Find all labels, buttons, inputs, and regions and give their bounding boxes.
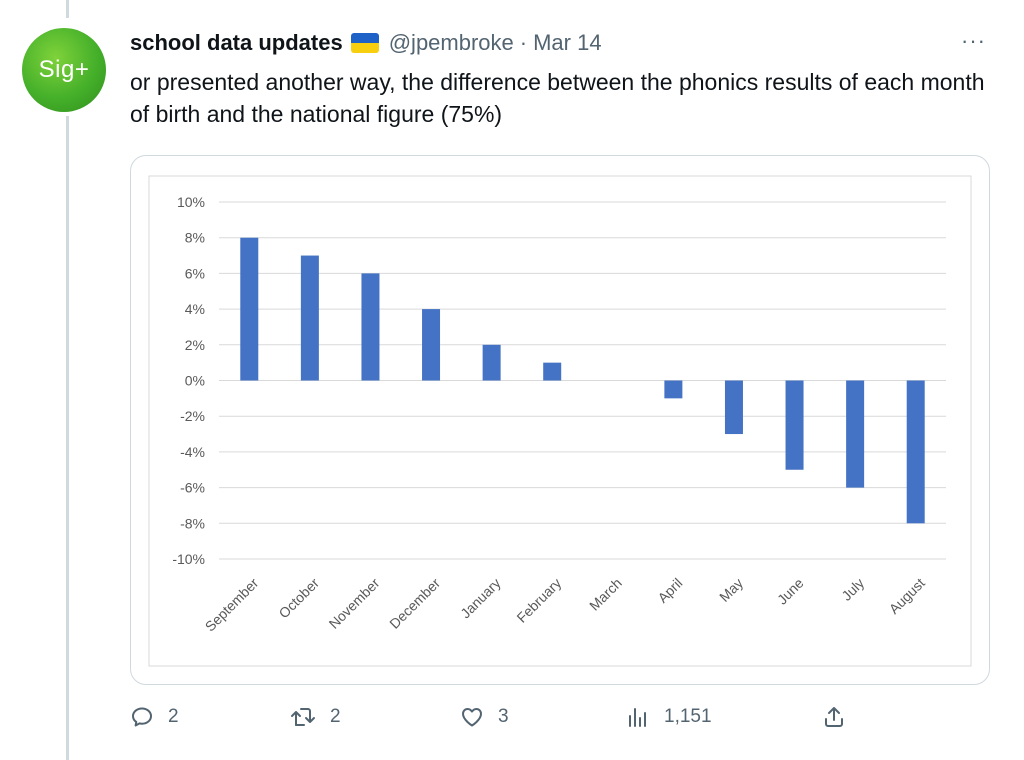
author-name[interactable]: school data updates [130, 30, 343, 55]
author-handle[interactable]: @jpembroke [388, 30, 514, 55]
retweet-icon [291, 708, 315, 726]
y-tick-label: -6% [180, 480, 205, 496]
tweet-date[interactable]: Mar 14 [533, 30, 602, 55]
retweet-count: 2 [330, 706, 341, 727]
share-button[interactable] [822, 705, 846, 729]
y-tick-label: -8% [180, 515, 205, 531]
bar-july [846, 380, 865, 488]
bar-september [240, 237, 259, 381]
y-tick-label: 6% [185, 265, 205, 281]
y-tick-label: 0% [185, 373, 205, 389]
bar-chart: 10%8%6%4%2%0%-2%-4%-6%-8%-10% September O… [148, 175, 972, 667]
bar-january [482, 344, 501, 381]
y-tick-label: 4% [185, 301, 205, 317]
like-button[interactable]: 3 [460, 705, 509, 729]
thread-line-top [66, 0, 69, 18]
y-tick-label: 10% [177, 194, 205, 210]
reply-button[interactable]: 2 [130, 705, 179, 729]
avatar-label: Sig+ [38, 56, 90, 83]
bar-may [724, 380, 743, 435]
y-tick-label: 8% [185, 230, 205, 246]
tweet-header: school data updates @jpembroke · Mar 14 [130, 30, 602, 56]
action-bar: 2 2 3 1,151 [130, 705, 860, 741]
more-options-icon[interactable]: ··· [961, 28, 986, 53]
thread-line-bottom [66, 116, 69, 760]
bar-june [785, 380, 804, 470]
reply-icon [132, 707, 152, 727]
y-tick-label: 2% [185, 337, 205, 353]
y-tick-label: -2% [180, 408, 205, 424]
bar-august [906, 380, 925, 524]
ukraine-flag-icon [350, 33, 379, 53]
bar-april [664, 380, 683, 399]
chart-frame [148, 175, 972, 667]
separator-dot: · [519, 30, 528, 55]
bar-october [300, 255, 319, 381]
share-icon [825, 707, 843, 727]
avatar[interactable]: Sig+ [22, 28, 106, 112]
y-tick-label: -4% [180, 444, 205, 460]
bar-december [422, 309, 441, 381]
reply-count: 2 [168, 706, 179, 727]
bar-november [361, 273, 380, 381]
like-count: 3 [498, 706, 509, 727]
views-button[interactable]: 1,151 [626, 705, 712, 729]
tweet-media-chart[interactable]: 10% 8% 6% 4% 2% 0% -2% -4% -6% -8% -10% September O… [130, 155, 990, 685]
y-tick-label: -10% [172, 551, 205, 567]
views-icon [629, 708, 646, 727]
tweet-text: or presented another way, the difference… [130, 69, 985, 127]
heart-icon [462, 708, 482, 727]
views-count: 1,151 [664, 706, 712, 727]
bar-february [543, 362, 562, 381]
retweet-button[interactable]: 2 [290, 705, 341, 729]
